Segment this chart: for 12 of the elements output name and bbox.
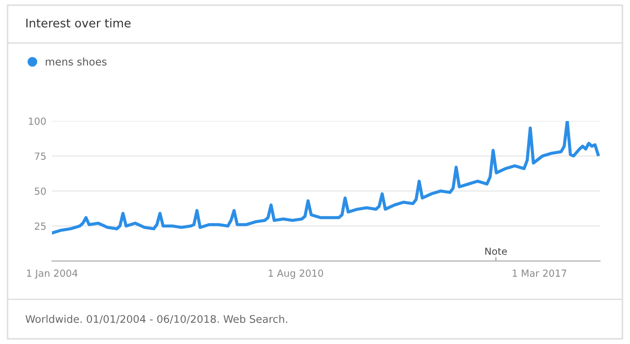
y-tick-label: 75 <box>34 152 46 160</box>
annotation: Note <box>485 248 507 255</box>
legend-label: mens shoes <box>46 58 107 66</box>
y-tick-label: 50 <box>34 187 46 195</box>
chart-title: Interest over time <box>26 18 131 28</box>
x-tick-label: 1 Jan 2004 <box>27 270 78 279</box>
text: Worldwide. 01/01/2004 - 06/10/2018. Web Search. <box>26 314 288 324</box>
line-series <box>52 121 600 235</box>
x-tick-label: 1 Aug 2010 <box>268 270 324 279</box>
y-tick-label: 100 <box>28 117 46 125</box>
x-tick-label: 1 Mar 2017 <box>512 270 566 277</box>
y-tick-label: 25 <box>34 222 46 230</box>
